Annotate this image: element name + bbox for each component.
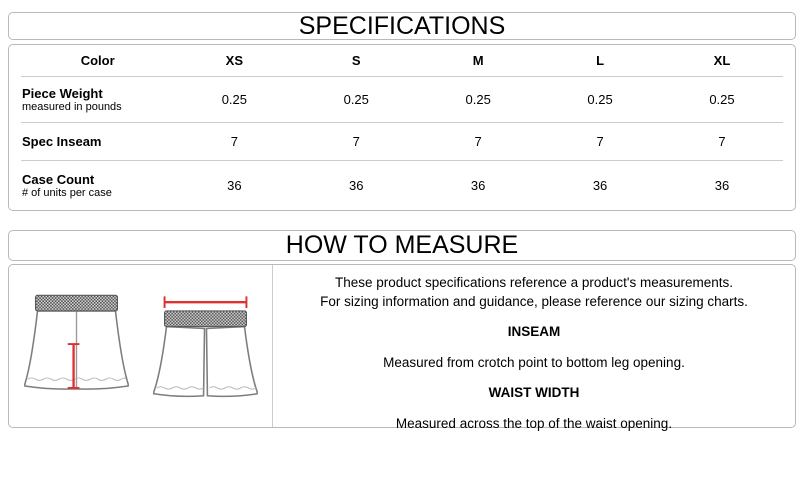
row-sublabel: measured in pounds	[22, 100, 122, 113]
waist-width-measure-line	[163, 296, 247, 309]
specifications-table: Color XS S M L XL Piece Weight measured …	[8, 44, 796, 211]
value-cell: 36	[714, 178, 730, 193]
spec-sheet-page: SPECIFICATIONS Color XS S M L XL Piece W…	[8, 12, 796, 431]
row-label-cell: Case Count # of units per case	[21, 172, 173, 200]
table-row-piece-weight: Piece Weight measured in pounds 0.25 0.2…	[21, 76, 783, 122]
column-header-l: L	[596, 53, 605, 68]
value-cell: 0.25	[343, 92, 369, 107]
inseam-heading: INSEAM	[507, 324, 561, 339]
table-row-case-count: Case Count # of units per case 36 36 36 …	[21, 160, 783, 210]
value-cell: 36	[227, 178, 242, 193]
column-header-color: Color	[80, 53, 115, 68]
column-header-xl: XL	[713, 53, 731, 68]
value-cell: 7	[718, 134, 726, 149]
how-to-measure-title: HOW TO MEASURE	[285, 231, 519, 259]
row-sublabel: # of units per case	[22, 186, 112, 199]
value-cell: 0.25	[465, 92, 491, 107]
column-header-s: S	[351, 53, 361, 68]
value-cell: 0.25	[709, 92, 735, 107]
column-header-xs: XS	[225, 53, 244, 68]
value-cell: 7	[596, 134, 604, 149]
value-cell: 36	[349, 178, 364, 193]
shorts-inseam-diagram-icon	[23, 294, 129, 390]
waist-width-heading: WAIST WIDTH	[488, 385, 580, 400]
value-cell: 36	[470, 178, 486, 193]
waist-width-description: Measured across the top of the waist ope…	[395, 416, 673, 431]
specifications-header-bar: SPECIFICATIONS	[8, 12, 796, 40]
how-to-measure-content: These product specifications reference a…	[8, 264, 796, 431]
measure-instructions: These product specifications reference a…	[273, 265, 795, 431]
specifications-title: SPECIFICATIONS	[298, 11, 506, 40]
row-label-cell: Spec Inseam	[21, 134, 173, 149]
column-header-m: M	[472, 53, 484, 68]
value-cell: 36	[592, 178, 608, 193]
intro-line-2: For sizing information and guidance, ple…	[320, 294, 748, 309]
intro-line-1: These product specifications reference a…	[334, 275, 734, 290]
value-cell: 0.25	[221, 92, 247, 107]
table-row-spec-inseam: Spec Inseam 7 7 7 7 7	[21, 122, 783, 160]
value-cell: 7	[474, 134, 482, 149]
measurement-diagrams	[9, 265, 273, 427]
row-label: Piece Weight	[22, 85, 103, 101]
row-label: Case Count	[22, 171, 95, 187]
table-header-row: Color XS S M L XL	[21, 45, 783, 76]
how-to-measure-header-bar: HOW TO MEASURE	[8, 230, 796, 261]
value-cell: 7	[352, 134, 360, 149]
value-cell: 0.25	[587, 92, 613, 107]
shorts-waist-width-diagram-icon	[152, 296, 258, 398]
row-label: Spec Inseam	[22, 134, 102, 149]
value-cell: 7	[230, 134, 238, 149]
inseam-measure-line	[67, 343, 79, 389]
row-label-cell: Piece Weight measured in pounds	[21, 86, 173, 114]
inseam-description: Measured from crotch point to bottom leg…	[383, 355, 685, 370]
